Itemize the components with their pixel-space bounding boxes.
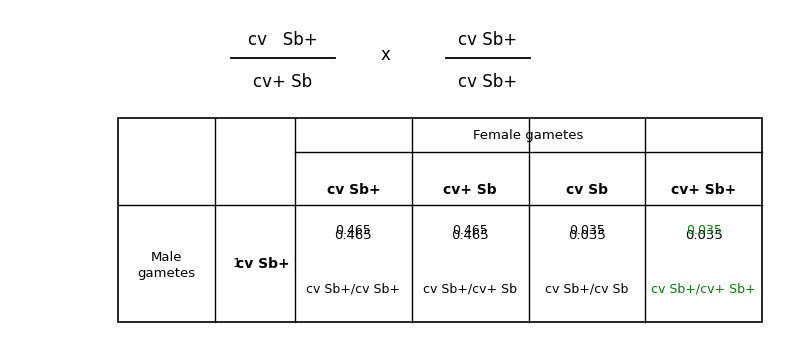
Bar <box>118 118 762 322</box>
Text: 0.035: 0.035 <box>686 224 722 237</box>
Text: cv Sb+: cv Sb+ <box>458 31 518 49</box>
Text: cv Sb+: cv Sb+ <box>458 73 518 91</box>
Text: cv Sb+: cv Sb+ <box>236 257 290 271</box>
Text: cv Sb+/cv+ Sb+: cv Sb+/cv+ Sb+ <box>651 283 756 296</box>
Text: cv Sb+/cv Sb+: cv Sb+/cv Sb+ <box>306 283 400 296</box>
Text: x: x <box>380 46 390 64</box>
Text: 0.035: 0.035 <box>569 224 605 237</box>
Text: 0.465: 0.465 <box>452 224 488 237</box>
Text: cv+ Sb: cv+ Sb <box>443 183 497 197</box>
Text: 0.035: 0.035 <box>685 228 722 241</box>
Text: cv+ Sb+: cv+ Sb+ <box>671 183 736 197</box>
Text: cv   Sb+: cv Sb+ <box>248 31 318 49</box>
Text: 0.465: 0.465 <box>334 228 372 241</box>
Text: Male: Male <box>150 251 182 264</box>
Text: 0.465: 0.465 <box>451 228 489 241</box>
Text: cv Sb+/cv+ Sb: cv Sb+/cv+ Sb <box>423 283 517 296</box>
Text: Female gametes: Female gametes <box>474 129 584 142</box>
Text: cv+ Sb: cv+ Sb <box>254 73 313 91</box>
Text: cv Sb: cv Sb <box>566 183 608 197</box>
Text: 0.035: 0.035 <box>568 228 606 241</box>
Text: gametes: gametes <box>138 267 195 280</box>
Text: 0.465: 0.465 <box>335 224 371 237</box>
Text: cv Sb+: cv Sb+ <box>326 183 380 197</box>
Text: 1: 1 <box>233 257 242 270</box>
Text: cv Sb+/cv Sb: cv Sb+/cv Sb <box>545 283 629 296</box>
